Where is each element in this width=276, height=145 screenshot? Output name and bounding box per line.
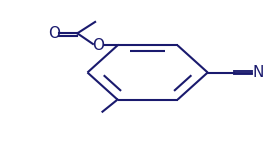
Text: N: N <box>253 65 264 80</box>
Text: O: O <box>48 26 60 41</box>
Text: O: O <box>92 38 104 53</box>
